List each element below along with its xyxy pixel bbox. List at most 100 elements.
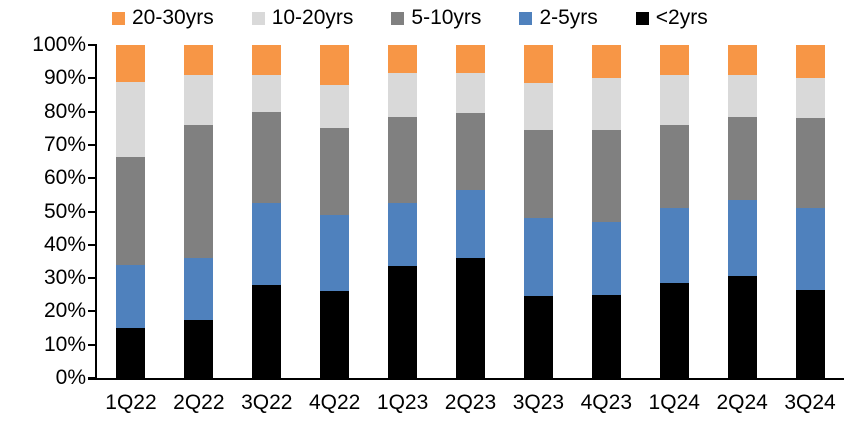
y-tick-80 bbox=[88, 110, 96, 113]
bar-3q24-segment-5-10yrs bbox=[795, 118, 825, 209]
y-tick-50 bbox=[88, 210, 96, 213]
bar-4q22 bbox=[320, 45, 350, 378]
legend-item-2-5yrs: 2-5yrs bbox=[519, 6, 598, 30]
x-tick-label-3q24: 3Q24 bbox=[784, 391, 836, 414]
x-tick-label-1q24: 1Q24 bbox=[648, 391, 700, 414]
bar-4q22-segment-10-20yrs bbox=[320, 84, 350, 129]
bar-3q23-segment-10-20yrs bbox=[523, 83, 553, 130]
y-tick-40 bbox=[88, 243, 96, 246]
y-tick-90 bbox=[88, 77, 96, 80]
bar-3q23-segment-2-5yrs bbox=[523, 218, 553, 297]
bar-4q22-segment-20-30yrs bbox=[320, 45, 350, 85]
bar-4q23-segment-10-20yrs bbox=[591, 78, 621, 130]
y-tick-label-100: 100% bbox=[32, 33, 86, 56]
bar-2q22-segment-2yrs bbox=[184, 319, 214, 378]
bar-3q24-segment-20-30yrs bbox=[795, 45, 825, 79]
x-tick-label-2q24: 2Q24 bbox=[716, 391, 768, 414]
bar-1q22-segment-20-30yrs bbox=[116, 45, 146, 82]
bar-1q24-segment-2yrs bbox=[659, 283, 689, 378]
bar-1q24 bbox=[659, 45, 689, 378]
bar-4q23 bbox=[591, 45, 621, 378]
y-tick-label-60: 60% bbox=[43, 166, 86, 190]
x-tick-label-4q22: 4Q22 bbox=[308, 391, 361, 414]
x-tick-label-1q23: 1Q23 bbox=[376, 391, 429, 414]
y-tick-20 bbox=[88, 310, 96, 313]
bar-1q22-segment-2yrs bbox=[116, 328, 146, 378]
y-tick-label-80: 80% bbox=[43, 99, 86, 123]
legend-item-20-30yrs: 20-30yrs bbox=[112, 6, 214, 30]
legend-swatch-5-10yrs bbox=[391, 11, 405, 25]
bar-2q22-segment-2-5yrs bbox=[184, 258, 214, 320]
bar-2q22-segment-10-20yrs bbox=[184, 74, 214, 125]
bar-2q24-segment-20-30yrs bbox=[727, 45, 757, 75]
bar-3q22-segment-5-10yrs bbox=[252, 111, 282, 204]
bar-3q24-segment-2-5yrs bbox=[795, 208, 825, 290]
bar-2q23-segment-20-30yrs bbox=[456, 45, 485, 74]
bar-4q23-segment-2yrs bbox=[591, 294, 621, 378]
bar-2q22-segment-20-30yrs bbox=[184, 45, 214, 75]
bar-1q23-segment-20-30yrs bbox=[388, 45, 418, 74]
bar-2q23-segment-2-5yrs bbox=[456, 189, 485, 259]
legend-swatch-20-30yrs bbox=[112, 11, 125, 25]
bar-3q22-segment-10-20yrs bbox=[252, 74, 282, 112]
legend-label-10-20yrs: 10-20yrs bbox=[271, 6, 354, 29]
y-tick-label-50: 50% bbox=[43, 199, 86, 223]
bar-3q23-segment-20-30yrs bbox=[523, 45, 553, 84]
y-tick-label-70: 70% bbox=[43, 132, 86, 156]
y-tick-70 bbox=[88, 143, 96, 146]
legend-item-10-20yrs: 10-20yrs bbox=[251, 6, 354, 30]
y-axis-line bbox=[95, 44, 97, 380]
bar-1q22-segment-5-10yrs bbox=[116, 156, 146, 265]
y-tick-60 bbox=[88, 177, 96, 180]
legend-swatch-10-20yrs bbox=[251, 11, 265, 25]
x-axis-line bbox=[88, 378, 844, 380]
plot-area bbox=[97, 45, 844, 378]
bar-2q23-segment-10-20yrs bbox=[456, 73, 485, 114]
bar-4q22-segment-5-10yrs bbox=[320, 128, 350, 215]
y-tick-label-20: 20% bbox=[43, 299, 86, 323]
bar-3q22-segment-2-5yrs bbox=[252, 203, 282, 285]
x-tick-label-3q22: 3Q22 bbox=[241, 391, 293, 414]
bar-4q23-segment-20-30yrs bbox=[591, 45, 621, 79]
bar-1q22-segment-2-5yrs bbox=[116, 264, 146, 329]
y-tick-10 bbox=[88, 343, 96, 346]
legend-label-20-30yrs: 20-30yrs bbox=[132, 6, 214, 29]
x-tick-label-4q23: 4Q23 bbox=[580, 391, 632, 414]
bar-2q24-segment-10-20yrs bbox=[727, 74, 757, 117]
bar-4q22-segment-2yrs bbox=[320, 291, 350, 378]
bar-2q22 bbox=[184, 45, 214, 378]
x-tick-label-2q22: 2Q22 bbox=[173, 391, 225, 414]
bar-2q23-segment-5-10yrs bbox=[456, 113, 485, 190]
y-tick-label-10: 10% bbox=[43, 332, 86, 356]
bar-1q23-segment-5-10yrs bbox=[388, 116, 418, 204]
bar-2q23-segment-2yrs bbox=[456, 258, 485, 378]
bar-2q24 bbox=[727, 45, 757, 378]
y-tick-label-40: 40% bbox=[43, 232, 86, 256]
legend-label-2-5yrs: 2-5yrs bbox=[539, 6, 598, 29]
bar-2q24-segment-5-10yrs bbox=[727, 116, 757, 200]
bar-1q22 bbox=[116, 45, 146, 378]
legend-item-5-10yrs: 5-10yrs bbox=[391, 6, 481, 30]
bar-4q23-segment-2-5yrs bbox=[591, 221, 621, 295]
x-tick-label-1q22: 1Q22 bbox=[105, 391, 157, 414]
bar-1q24-segment-2-5yrs bbox=[659, 208, 689, 284]
bar-2q22-segment-5-10yrs bbox=[184, 124, 214, 259]
x-tick-label-2q23: 2Q23 bbox=[444, 391, 497, 414]
bar-3q24-segment-2yrs bbox=[795, 289, 825, 378]
y-tick-100 bbox=[88, 44, 96, 46]
bar-3q22-segment-2yrs bbox=[252, 284, 282, 378]
x-tick-label-3q23: 3Q23 bbox=[512, 391, 565, 414]
bar-1q22-segment-10-20yrs bbox=[116, 81, 146, 157]
y-tick-30 bbox=[88, 277, 96, 280]
bar-1q24-segment-5-10yrs bbox=[659, 124, 689, 209]
bar-3q23-segment-2yrs bbox=[523, 296, 553, 378]
bar-1q24-segment-20-30yrs bbox=[659, 45, 689, 75]
bar-3q22 bbox=[252, 45, 282, 378]
bar-1q24-segment-10-20yrs bbox=[659, 74, 689, 125]
bar-3q23-segment-5-10yrs bbox=[523, 129, 553, 219]
bar-2q24-segment-2yrs bbox=[727, 276, 757, 378]
y-tick-label-0: 0% bbox=[55, 366, 86, 389]
legend-swatch-2yrs bbox=[635, 11, 649, 25]
bar-1q23 bbox=[388, 45, 418, 378]
